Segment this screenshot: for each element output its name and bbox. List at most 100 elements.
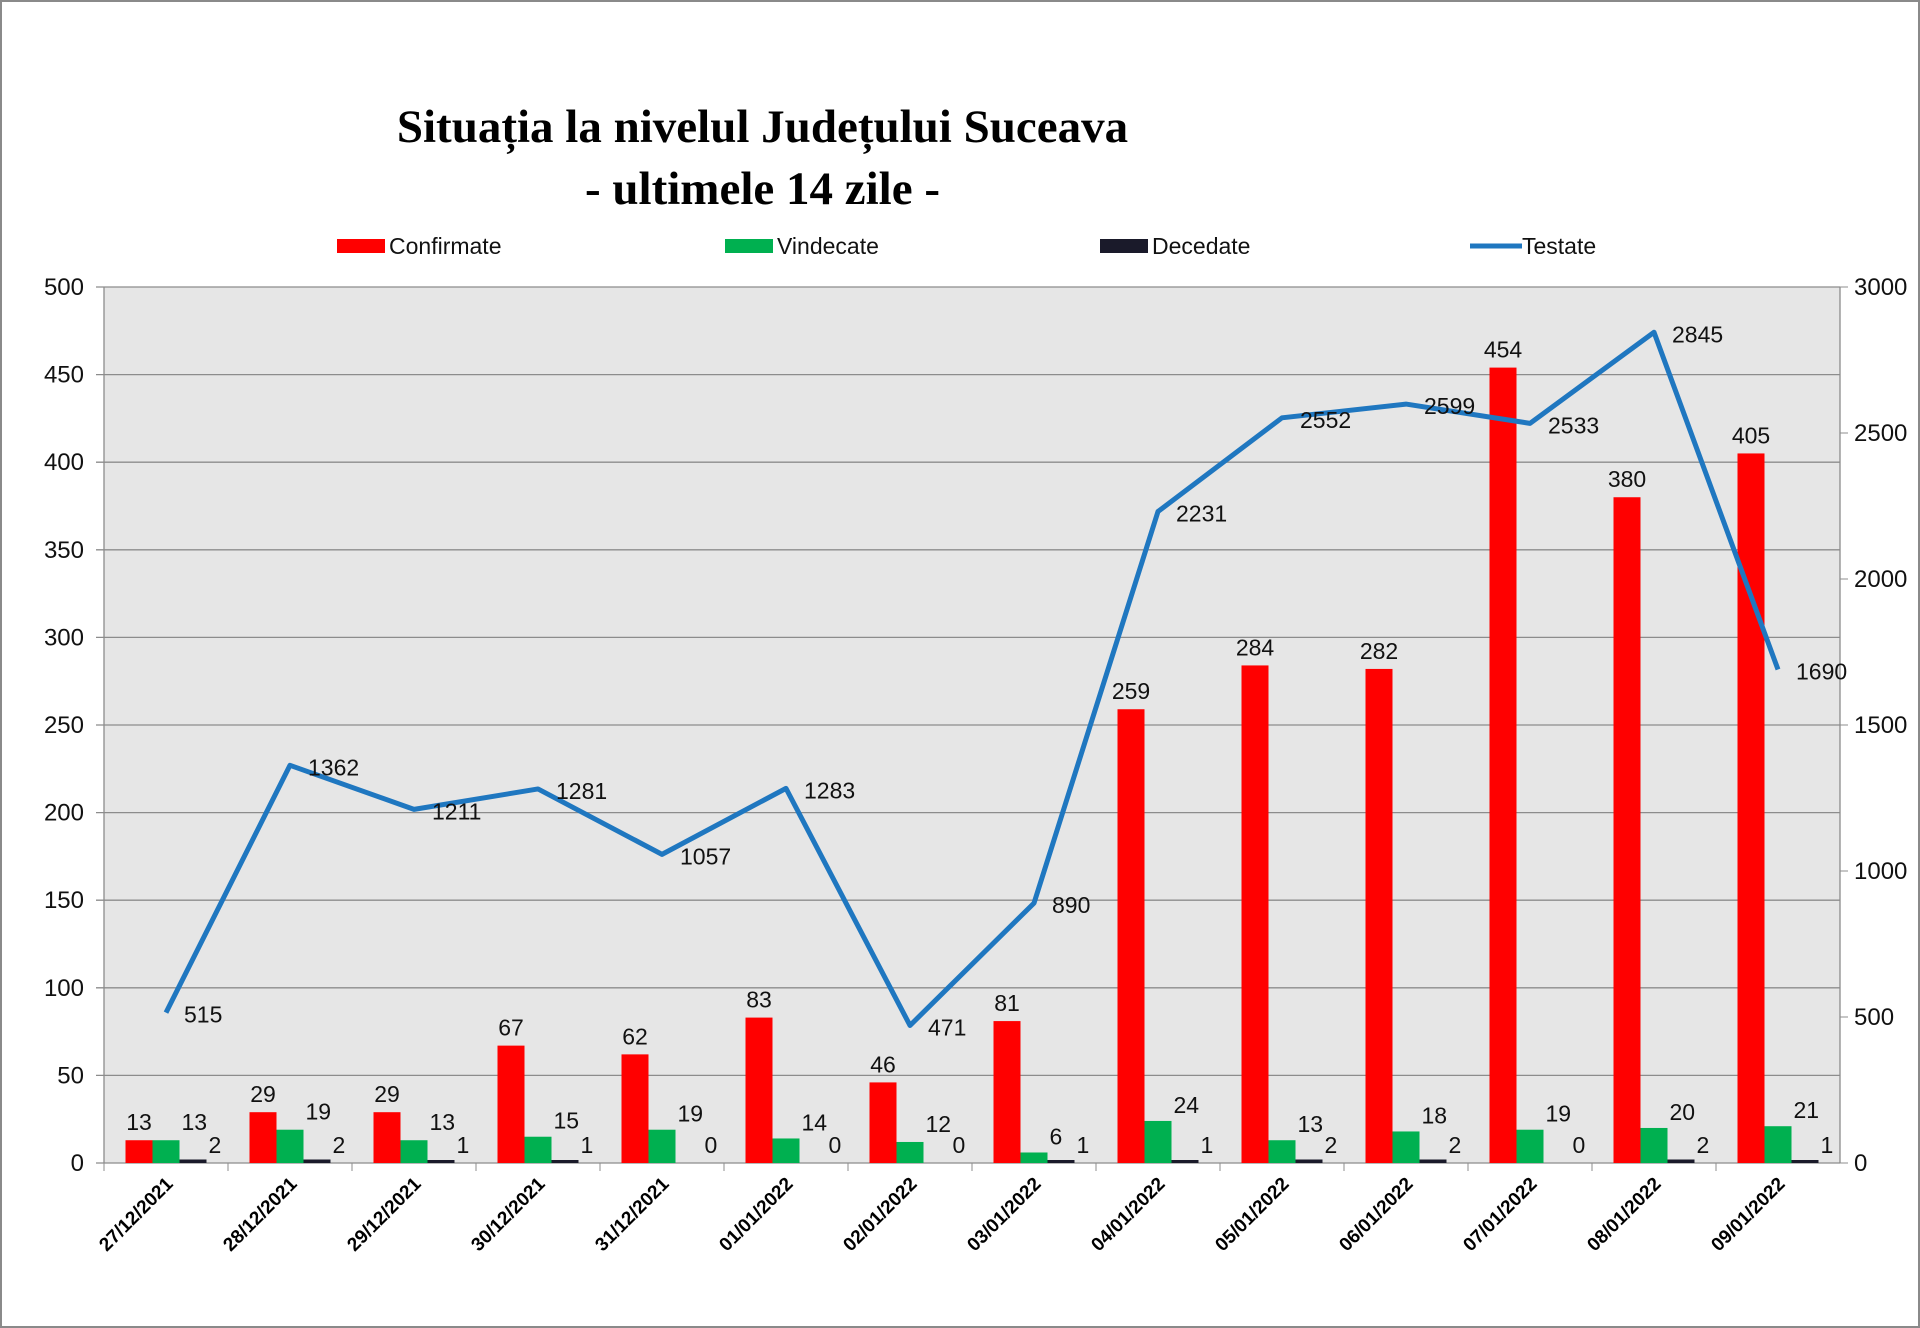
right-axis-tick: 2500 xyxy=(1854,420,1907,447)
right-axis-tick: 3000 xyxy=(1854,274,1907,301)
x-axis-label: 01/01/2022 xyxy=(715,1174,797,1256)
data-label-testate: 471 xyxy=(928,1014,966,1040)
bar-vindecate xyxy=(1144,1120,1172,1163)
data-label-confirmate: 83 xyxy=(746,987,772,1013)
left-axis-tick: 100 xyxy=(44,975,84,1002)
x-axis-label: 30/12/2021 xyxy=(467,1173,549,1255)
data-label-testate: 890 xyxy=(1052,892,1090,918)
data-label-vindecate: 18 xyxy=(1422,1102,1448,1128)
data-label-vindecate: 19 xyxy=(678,1101,704,1127)
data-label-decedate: 1 xyxy=(1201,1132,1214,1158)
data-label-vindecate: 15 xyxy=(554,1108,580,1134)
data-label-testate: 2845 xyxy=(1672,321,1723,347)
bar-vindecate xyxy=(772,1138,800,1163)
chart-subtitle: - ultimele 14 zile - xyxy=(585,163,940,215)
data-label-vindecate: 20 xyxy=(1670,1099,1696,1125)
left-axis-tick: 350 xyxy=(44,537,84,564)
x-axis-label: 02/01/2022 xyxy=(839,1174,921,1256)
bar-vindecate xyxy=(1392,1131,1420,1163)
data-label-testate: 1057 xyxy=(680,843,731,869)
bar-vindecate xyxy=(152,1140,180,1163)
data-label-confirmate: 13 xyxy=(126,1109,152,1135)
x-axis-label: 05/01/2022 xyxy=(1211,1174,1293,1256)
bar-vindecate xyxy=(1020,1152,1048,1163)
bar-confirmate xyxy=(1117,709,1145,1163)
bar-decedate xyxy=(179,1159,207,1163)
data-label-testate: 2552 xyxy=(1300,407,1351,433)
left-axis-tick: 50 xyxy=(57,1062,84,1089)
bar-confirmate xyxy=(1737,453,1765,1163)
legend-label-confirmate: Confirmate xyxy=(389,233,501,259)
right-axis-tick: 0 xyxy=(1854,1150,1867,1177)
left-axis-tick: 200 xyxy=(44,800,84,827)
bar-decedate xyxy=(1047,1160,1075,1163)
bar-decedate xyxy=(427,1160,455,1163)
data-label-vindecate: 12 xyxy=(926,1111,952,1137)
data-label-vindecate: 19 xyxy=(1546,1101,1572,1127)
bar-vindecate xyxy=(1516,1129,1544,1163)
bar-vindecate xyxy=(276,1129,304,1163)
bar-decedate xyxy=(303,1159,331,1163)
right-axis-tick: 2000 xyxy=(1854,566,1907,593)
left-axis-tick: 150 xyxy=(44,887,84,914)
data-label-decedate: 0 xyxy=(953,1132,966,1158)
data-label-vindecate: 13 xyxy=(1298,1111,1324,1137)
data-label-vindecate: 6 xyxy=(1050,1123,1063,1149)
data-label-testate: 515 xyxy=(184,1002,222,1028)
data-label-vindecate: 24 xyxy=(1174,1092,1200,1118)
legend-label-vindecate: Vindecate xyxy=(777,233,879,259)
data-label-confirmate: 454 xyxy=(1484,337,1523,363)
data-label-decedate: 1 xyxy=(581,1132,594,1158)
data-label-confirmate: 46 xyxy=(870,1051,896,1077)
data-label-testate: 1281 xyxy=(556,778,607,804)
data-label-decedate: 2 xyxy=(1697,1132,1710,1158)
data-label-testate: 1362 xyxy=(308,754,359,780)
data-label-confirmate: 29 xyxy=(374,1081,400,1107)
data-label-decedate: 2 xyxy=(209,1132,222,1158)
bar-confirmate xyxy=(497,1045,525,1163)
bar-vindecate xyxy=(400,1140,428,1163)
bar-vindecate xyxy=(648,1129,676,1163)
right-axis-tick: 1000 xyxy=(1854,858,1907,885)
bar-decedate xyxy=(1171,1160,1199,1163)
legend-swatch-confirmate xyxy=(337,239,385,253)
legend-label-testate: Testate xyxy=(1522,233,1596,259)
data-label-confirmate: 29 xyxy=(250,1081,276,1107)
legend-label-decedate: Decedate xyxy=(1152,233,1250,259)
right-axis-tick: 500 xyxy=(1854,1004,1894,1031)
bar-decedate xyxy=(1791,1160,1819,1163)
bar-decedate xyxy=(1419,1159,1447,1163)
x-axis-label: 07/01/2022 xyxy=(1459,1174,1541,1256)
bar-confirmate xyxy=(1613,497,1641,1163)
legend-swatch-vindecate xyxy=(725,239,773,253)
x-axis-label: 31/12/2021 xyxy=(591,1173,673,1255)
x-axis-label: 08/01/2022 xyxy=(1583,1174,1665,1256)
data-label-confirmate: 62 xyxy=(622,1023,648,1049)
data-label-vindecate: 21 xyxy=(1794,1097,1820,1123)
data-label-confirmate: 259 xyxy=(1112,678,1150,704)
left-axis-tick: 500 xyxy=(44,274,84,301)
left-axis-tick: 250 xyxy=(44,712,84,739)
data-label-vindecate: 13 xyxy=(430,1109,456,1135)
data-label-decedate: 2 xyxy=(1325,1132,1338,1158)
x-axis-label: 28/12/2021 xyxy=(219,1173,301,1255)
bar-confirmate xyxy=(1365,668,1393,1163)
data-label-confirmate: 380 xyxy=(1608,466,1646,492)
bar-confirmate xyxy=(125,1140,153,1163)
left-axis-tick: 0 xyxy=(71,1150,84,1177)
data-label-testate: 1690 xyxy=(1796,659,1847,685)
data-label-testate: 2231 xyxy=(1176,501,1227,527)
data-label-confirmate: 405 xyxy=(1732,422,1770,448)
data-label-vindecate: 19 xyxy=(306,1099,332,1125)
x-axis-label: 09/01/2022 xyxy=(1707,1174,1789,1256)
data-label-vindecate: 13 xyxy=(182,1109,208,1135)
bar-decedate xyxy=(1667,1159,1695,1163)
bar-confirmate xyxy=(621,1054,649,1163)
data-label-confirmate: 67 xyxy=(498,1015,524,1041)
bar-vindecate xyxy=(896,1141,924,1163)
left-axis-tick: 400 xyxy=(44,449,84,476)
data-label-decedate: 2 xyxy=(333,1132,346,1158)
bar-confirmate xyxy=(1241,665,1269,1163)
data-label-testate: 2533 xyxy=(1548,412,1599,438)
